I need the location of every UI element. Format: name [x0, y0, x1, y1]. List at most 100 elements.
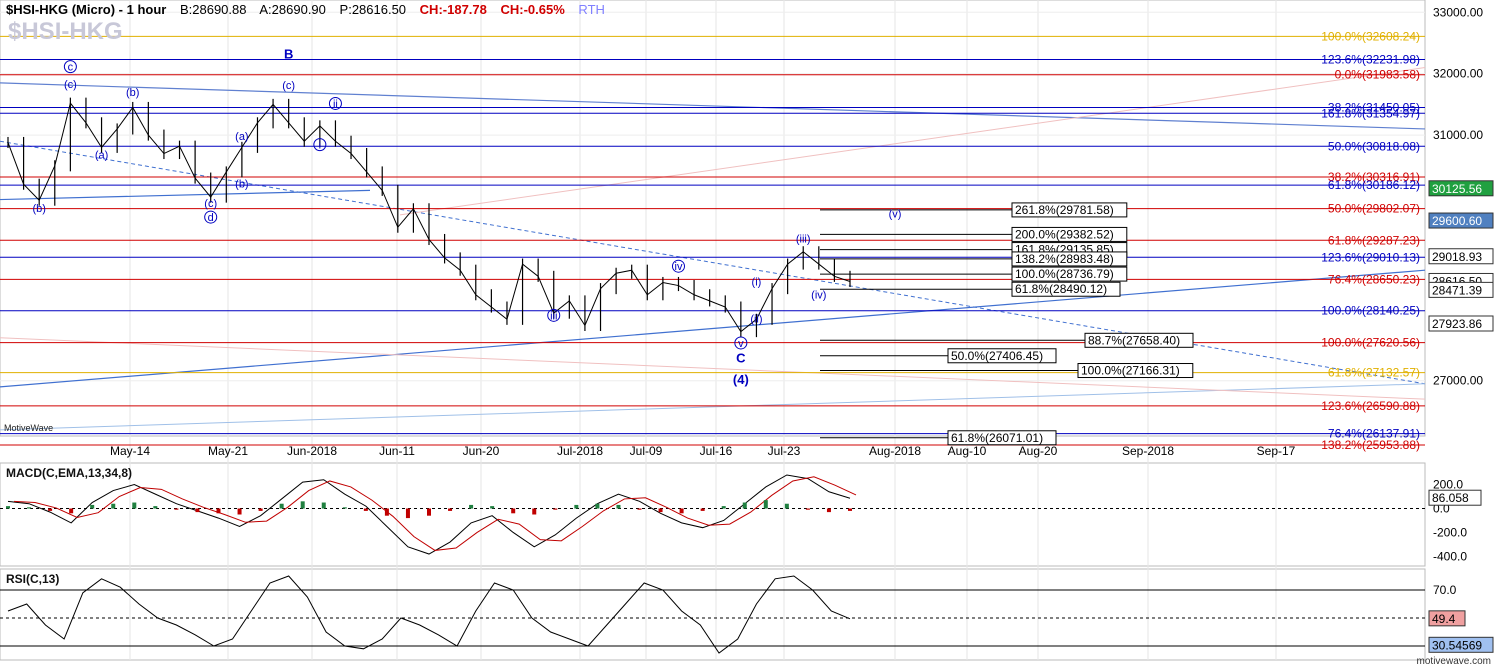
time-tick-label: Aug-10 [948, 444, 987, 458]
fib-level-label: 38.2%(31450.05) [1328, 100, 1420, 114]
wave-label: (i) [752, 277, 762, 289]
macd-histogram-bar [826, 508, 831, 513]
wave-label: (iii) [796, 234, 811, 246]
macd-current-box [1428, 489, 1482, 506]
projection-label: 100.0%(28736.79) [1015, 267, 1114, 281]
macd-histogram-bar [384, 508, 389, 516]
macd-histogram-bar [721, 506, 726, 509]
macd-histogram-bar [595, 503, 600, 509]
macd-histogram-bar [658, 508, 663, 513]
wave-label-circle [313, 138, 327, 152]
rsi-current-box [1428, 610, 1466, 627]
projection-box [1011, 266, 1128, 282]
time-tick-label: May-14 [110, 444, 150, 458]
fib-level-label: 0.0%(31983.58) [1335, 68, 1420, 82]
macd-tick-label: -200.0 [1433, 525, 1467, 539]
macd-histogram-bar [616, 504, 621, 509]
projection-box [1077, 363, 1194, 379]
macd-histogram-bar [132, 502, 137, 509]
macd-histogram-bar [237, 508, 242, 515]
macd-title: MACD(C,EMA,13,34,8) [6, 466, 133, 480]
price-tag-label: 29600.60 [1432, 214, 1482, 228]
wave-label: d [208, 212, 214, 224]
macd-histogram-bar [363, 508, 368, 511]
projection-box [947, 348, 1057, 364]
wave-label: (v) [889, 208, 902, 220]
fib-level-label: 61.8%(29287.23) [1328, 233, 1420, 247]
projection-label: 200.0%(29382.52) [1015, 227, 1114, 241]
price-tag-box [1428, 315, 1494, 332]
time-tick-label: Sep-2018 [1122, 444, 1174, 458]
wave-label: iv [675, 261, 683, 273]
macd-tick-label: 200.0 [1433, 478, 1463, 492]
time-tick-label: Jul-23 [768, 444, 801, 458]
wave-label: (c) [282, 80, 295, 92]
rsi-title: RSI(C,13) [6, 572, 60, 586]
projection-box [1011, 226, 1128, 242]
wave-label-circle [328, 96, 342, 110]
macd-histogram-bar [321, 502, 326, 509]
macd-histogram-bar [784, 503, 789, 509]
time-tick-label: Jul-2018 [557, 444, 603, 458]
ask-value: A:28690.90 [259, 2, 326, 17]
macd-histogram-bar [574, 504, 579, 509]
projection-label: 88.7%(27658.40) [1088, 333, 1180, 347]
fib-level-label: 76.4%(28650.23) [1328, 272, 1420, 286]
trendline [0, 337, 1426, 400]
wave-label: (b) [235, 178, 248, 190]
macd-histogram-bar [405, 508, 410, 519]
macd-histogram-bar [342, 507, 347, 509]
macd-histogram-bar [27, 507, 32, 509]
wave-label-circle [547, 308, 561, 322]
bid-value: B:28690.88 [179, 2, 247, 17]
wave-label-circle [204, 210, 218, 224]
price-value: P:28616.50 [339, 2, 407, 17]
rsi-ma-label: 30.54569 [1432, 638, 1482, 652]
macd-histogram-bar [153, 506, 158, 509]
price-line [7, 102, 851, 333]
wave-label: (4) [733, 372, 749, 387]
rsi-ma-box [1428, 636, 1494, 653]
projection-box [1011, 251, 1128, 267]
wave-label: iii [550, 310, 557, 322]
macd-histogram-bar [216, 508, 221, 514]
fib-level-label: 100.0%(32608.24) [1321, 29, 1420, 43]
fib-level-label: 50.0%(30818.08) [1328, 139, 1420, 153]
wave-label-circle [63, 60, 77, 74]
fib-level-label: 100.0%(28140.25) [1321, 304, 1420, 318]
trendline [0, 189, 371, 201]
macd-histogram-bar [174, 508, 179, 510]
macd-histogram-bar [279, 503, 284, 509]
main-panel-frame [0, 0, 1426, 437]
fib-level-label: 100.0%(27620.56) [1321, 336, 1420, 350]
wave-label: i [319, 140, 321, 152]
fib-level-label: 138.2%(25953.88) [1321, 438, 1420, 452]
fib-level-label: 76.4%(26137.91) [1328, 427, 1420, 441]
wave-label: (c) [64, 79, 77, 91]
price-tag-box [1428, 248, 1494, 265]
price-tick-label: 32000.00 [1433, 67, 1483, 81]
macd-histogram-bar [848, 508, 852, 511]
projection-box [1011, 202, 1128, 218]
macd-histogram-bar [637, 508, 642, 510]
macd-histogram-bar [763, 500, 768, 509]
macd-histogram-bar [700, 508, 705, 511]
time-tick-label: Jun-20 [463, 444, 500, 458]
fib-level-label: 50.0%(29802.07) [1328, 202, 1420, 216]
symbol-title: $HSI-HKG (Micro) - 1 hour [6, 2, 167, 17]
wave-label: (a) [235, 131, 248, 143]
time-tick-label: Aug-20 [1019, 444, 1058, 458]
projection-label: 138.2%(28983.48) [1015, 252, 1114, 266]
macd-histogram-bar [300, 501, 305, 509]
time-tick-label: Aug-2018 [869, 444, 921, 458]
macd-histogram-bar [511, 508, 516, 514]
price-tag-label: 28471.39 [1432, 283, 1482, 297]
time-tick-label: Jul-09 [630, 444, 663, 458]
wave-label: v [738, 338, 744, 350]
fib-level-label: 38.2%(30316.91) [1328, 170, 1420, 184]
fib-level-label: 123.6%(29010.13) [1321, 250, 1420, 264]
price-tick-label: 33000.00 [1433, 5, 1483, 19]
macd-histogram-bar [427, 508, 431, 516]
time-tick-label: Sep-17 [1257, 444, 1296, 458]
